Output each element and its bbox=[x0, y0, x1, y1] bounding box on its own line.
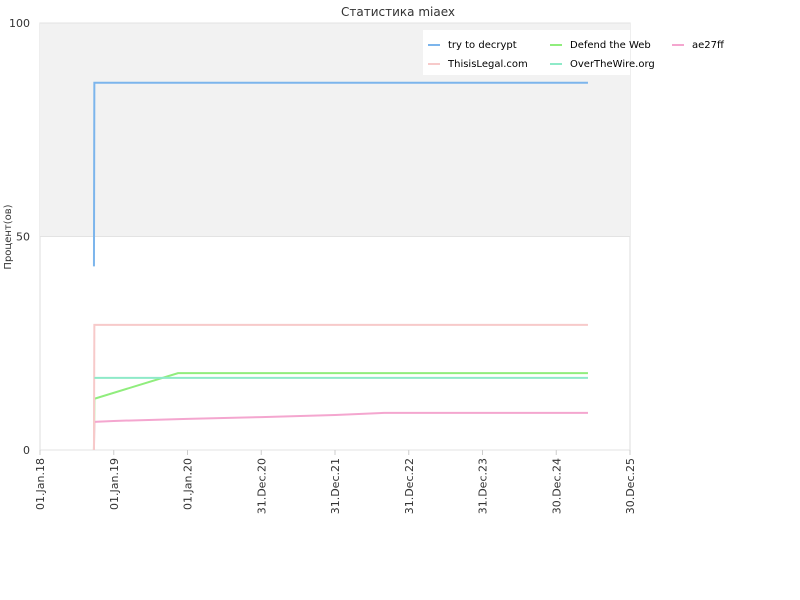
legend-box bbox=[423, 30, 630, 75]
line-series bbox=[92, 411, 588, 451]
y-axis-label: Процент(ов) bbox=[3, 204, 14, 269]
x-tick-label: 01.Jan.18 bbox=[34, 458, 47, 510]
line-series bbox=[92, 323, 588, 451]
legend-label: OverTheWire.org bbox=[570, 59, 655, 70]
x-tick-label: 30.Dec.24 bbox=[550, 458, 563, 514]
x-tick-label: 31.Dec.21 bbox=[329, 458, 342, 514]
x-tick-label: 31.Dec.23 bbox=[477, 458, 490, 514]
x-tick-label: 31.Dec.20 bbox=[255, 458, 268, 514]
legend-label: Defend the Web bbox=[570, 40, 651, 51]
line-series bbox=[92, 81, 588, 267]
x-tick-label: 01.Jan.19 bbox=[108, 458, 121, 510]
x-tick-label: 01.Jan.20 bbox=[182, 458, 195, 510]
y-tick-label: 100 bbox=[9, 17, 30, 30]
legend-label: ThisisLegal.com bbox=[447, 59, 528, 70]
legend-label: ae27ff bbox=[692, 40, 725, 51]
x-tick-label: 31.Dec.22 bbox=[403, 458, 416, 514]
legend: try to decrypt Defend the Web ae27ff Thisis… bbox=[423, 30, 725, 75]
legend-label: try to decrypt bbox=[448, 40, 517, 51]
y-tick-label: 0 bbox=[23, 444, 30, 457]
y-tick-label: 50 bbox=[16, 231, 30, 244]
chart-title: Статистика miaex bbox=[341, 5, 455, 19]
x-tick-label: 30.Dec.25 bbox=[624, 458, 637, 514]
